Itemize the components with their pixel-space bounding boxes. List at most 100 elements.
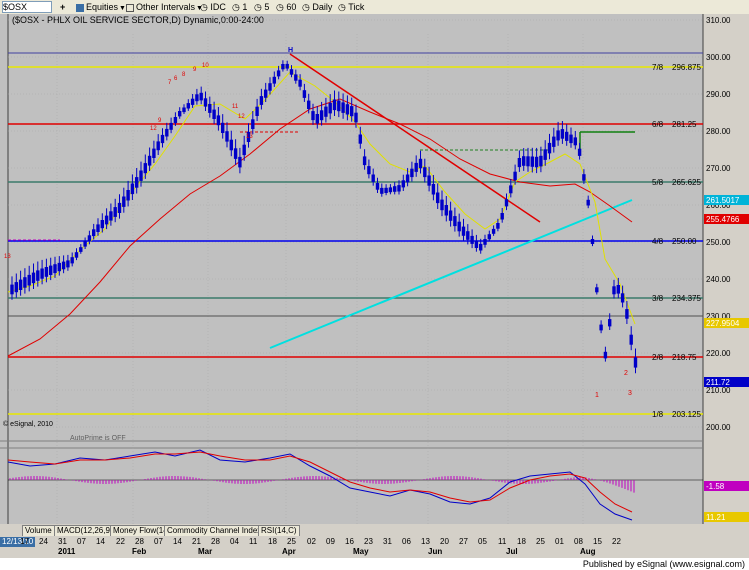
price-bar-body xyxy=(255,106,259,116)
price-bar-body xyxy=(186,103,191,109)
price-tag-blue xyxy=(704,377,749,387)
price-bar-body xyxy=(40,268,44,279)
price-bar-body xyxy=(203,98,208,107)
murrey-value: 234.375 xyxy=(672,294,701,303)
price-bar-body xyxy=(565,131,569,141)
interval-daily-button[interactable]: ◷ Daily xyxy=(302,1,332,13)
price-tick: 200.00 xyxy=(706,423,731,432)
clock-icon: ◷ xyxy=(254,2,262,12)
price-bar-body xyxy=(79,247,83,252)
price-bar-body xyxy=(251,119,255,130)
price-bar-body xyxy=(427,175,431,186)
footer: Published by eSignal (www.esignal.com) xyxy=(0,558,749,570)
interval-1-button[interactable]: ◷ 1 xyxy=(232,1,247,13)
interval-5-button[interactable]: ◷ 5 xyxy=(254,1,269,13)
date-tick: 22 xyxy=(612,537,621,546)
date-tick: 02 xyxy=(307,537,316,546)
interval-label: 1 xyxy=(242,2,248,12)
price-bar-body xyxy=(238,156,242,168)
price-tick: 310.00 xyxy=(706,16,731,25)
date-tick: 28 xyxy=(211,537,220,546)
price-bar-body xyxy=(367,166,371,175)
interval-label: 60 xyxy=(286,2,297,12)
price-bar-body xyxy=(135,177,139,188)
marker-text: 9 xyxy=(193,67,197,73)
date-tick: 18 xyxy=(268,537,277,546)
count-label: 1 xyxy=(595,392,599,399)
interval-tick-button[interactable]: ◷ Tick xyxy=(338,1,364,13)
date-tick: 06 xyxy=(402,537,411,546)
date-tick: 28 xyxy=(135,537,144,546)
date-tick: 11 xyxy=(498,537,507,546)
price-tick: 270.00 xyxy=(706,164,731,173)
price-bar-body xyxy=(315,114,320,124)
price-bar-body xyxy=(397,185,401,192)
clock-icon: ◷ xyxy=(338,2,346,12)
price-bar-body xyxy=(139,170,143,181)
idc-label: IDC xyxy=(210,2,226,12)
clock-icon: ◷ xyxy=(276,2,284,12)
date-tick: 17 xyxy=(20,537,29,546)
price-bar-body xyxy=(608,319,612,327)
price-bar-body xyxy=(595,287,599,293)
date-tick: 24 xyxy=(39,537,48,546)
symbol-input[interactable]: $OSX xyxy=(2,1,52,13)
price-bar-body xyxy=(461,226,466,236)
murrey-fraction: 5/8 xyxy=(652,178,664,187)
price-bar-body xyxy=(534,156,539,168)
price-bar-body xyxy=(324,106,328,117)
price-bar-body xyxy=(573,137,577,146)
price-bar-body xyxy=(195,94,199,102)
cursor-plus-icon[interactable]: + xyxy=(60,2,66,12)
macd-signal-line xyxy=(7,451,633,513)
price-bar-body xyxy=(625,309,629,319)
count-label: 2 xyxy=(624,370,628,377)
downtrend-line xyxy=(289,53,541,223)
price-bar-body xyxy=(169,122,173,130)
autoprime-watermark: AutoPrime is OFF xyxy=(70,435,126,442)
price-bar-body xyxy=(341,102,345,113)
price-bar-body xyxy=(539,155,543,167)
price-bar-body xyxy=(281,64,285,70)
demark-markers: 13 7 8 9 6 10 11 12 9 13 12 xyxy=(4,63,253,260)
price-bar-body xyxy=(18,279,23,291)
price-chart[interactable]: ($OSX - PHLX OIL SERVICE SECTOR,D) Dynam… xyxy=(0,14,749,524)
murrey-value: 296.875 xyxy=(672,63,701,72)
price-bar-body xyxy=(620,293,625,303)
date-tick: 07 xyxy=(154,537,163,546)
price-bar-body xyxy=(612,286,616,295)
price-bar-body xyxy=(74,252,79,258)
price-bar-body xyxy=(298,79,302,87)
price-bar-body xyxy=(590,239,595,244)
long-moving-average xyxy=(7,98,633,357)
price-bar-body xyxy=(358,134,363,144)
price-bar-body xyxy=(350,106,354,117)
price-tick: 290.00 xyxy=(706,90,731,99)
rsi-tag xyxy=(704,512,749,522)
idc-button[interactable]: ◷ IDC xyxy=(200,1,226,13)
marker-text: 12 xyxy=(150,126,157,132)
price-bar-body xyxy=(14,282,19,293)
price-bar-body xyxy=(268,83,272,91)
price-bar-body xyxy=(405,174,410,183)
price-bar-body xyxy=(393,186,397,192)
price-bar-body xyxy=(504,199,509,207)
price-bar-body xyxy=(448,210,453,221)
price-axis-background xyxy=(703,14,749,524)
publisher-text: Published by eSignal (www.esignal.com) xyxy=(582,559,745,569)
price-bar-body xyxy=(229,139,234,151)
price-bar-body xyxy=(126,190,130,201)
price-bar-body xyxy=(66,260,70,268)
price-bar-body xyxy=(500,213,504,220)
price-tick: 300.00 xyxy=(706,53,731,62)
interval-label: Daily xyxy=(312,2,333,12)
other-intervals-dropdown[interactable]: Other Intervals▼ xyxy=(126,1,203,13)
marker-text: 9 xyxy=(158,118,162,124)
price-bar-body xyxy=(44,267,49,277)
price-bar-body xyxy=(457,221,461,232)
date-tick: 31 xyxy=(58,537,67,546)
murrey-fraction: 1/8 xyxy=(652,410,664,419)
interval-60-button[interactable]: ◷ 60 xyxy=(276,1,296,13)
price-bar-body xyxy=(259,96,264,105)
equities-dropdown[interactable]: Equities▼ xyxy=(76,1,126,13)
